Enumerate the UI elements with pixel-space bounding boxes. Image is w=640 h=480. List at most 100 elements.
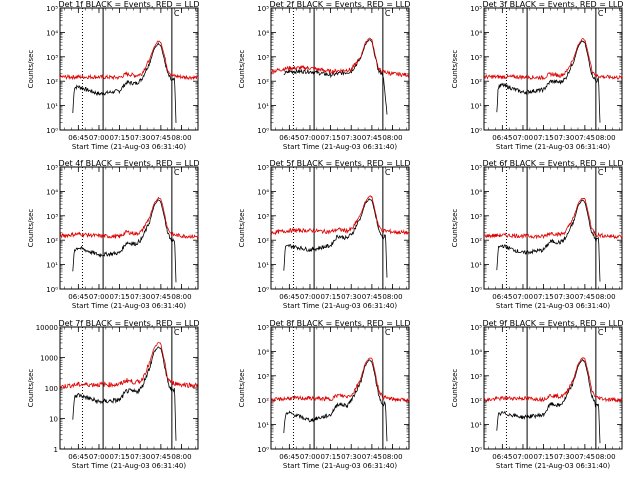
y-tick-label: 10³ xyxy=(470,373,482,381)
events-series-line xyxy=(283,359,388,442)
x-tick-label: 06:45 xyxy=(279,134,299,142)
y-tick-label: 10¹ xyxy=(257,422,269,430)
plot-frame xyxy=(59,7,199,131)
y-tick-label: 10⁵ xyxy=(257,5,269,13)
y-tick-label: 10³ xyxy=(46,213,58,221)
events-series-line xyxy=(72,199,177,283)
x-axis-label: Start Time (21-Aug-03 06:31:40) xyxy=(72,462,186,470)
marker-label: C xyxy=(598,9,604,18)
y-tick-label: 10² xyxy=(470,237,482,245)
x-tick-label: 07:30 xyxy=(341,293,361,301)
lld-series-line xyxy=(270,195,410,236)
x-tick-label: 07:15 xyxy=(321,453,341,461)
x-tick-label: 07:45 xyxy=(151,453,171,461)
y-tick-label: 10³ xyxy=(257,373,269,381)
y-tick-label: 10² xyxy=(257,78,269,86)
x-tick-label: 07:15 xyxy=(110,453,130,461)
y-tick-label: 10⁵ xyxy=(470,324,482,332)
x-tick-label: 07:00 xyxy=(89,453,109,461)
y-tick-label: 10³ xyxy=(257,54,269,62)
lld-series-line xyxy=(270,357,410,403)
x-axis-label: Start Time (21-Aug-03 06:31:40) xyxy=(496,143,610,151)
y-tick-label: 10³ xyxy=(46,54,58,62)
y-tick-label: 10⁵ xyxy=(46,164,58,172)
y-tick-label: 10¹ xyxy=(470,262,482,270)
y-tick-label: 10⁰ xyxy=(257,127,269,135)
events-series-line xyxy=(496,358,601,444)
plot-frame xyxy=(270,166,410,290)
panel-det-1: Det 1f BLACK = Events, RED = LLD 10⁰ 10¹ 10… xyxy=(27,0,200,151)
panel-det-8: Det 8f BLACK = Events, RED = LLD 10⁰ 10¹ 10… xyxy=(238,319,411,470)
x-tick-label: 07:00 xyxy=(513,293,533,301)
x-axis-label: Start Time (21-Aug-03 06:31:40) xyxy=(72,143,186,151)
y-axis-label: Counts/sec xyxy=(238,209,246,248)
y-tick-label: 10² xyxy=(470,78,482,86)
y-tick-label: 10¹ xyxy=(257,103,269,111)
x-tick-label: 06:45 xyxy=(492,134,512,142)
panel-det-3: Det 3f BLACK = Events, RED = LLD 10⁰ 10¹ 10… xyxy=(451,0,624,151)
events-series-line xyxy=(496,199,601,282)
plot-frame xyxy=(59,166,199,290)
y-tick-label: 1 xyxy=(54,446,58,454)
x-tick-label: 06:45 xyxy=(68,293,88,301)
plot-frame xyxy=(270,326,410,450)
marker-label: C xyxy=(598,168,604,177)
y-tick-label: 10² xyxy=(46,78,58,86)
panel-det-4: Det 4f BLACK = Events, RED = LLD 10⁰ 10¹ 10… xyxy=(27,159,200,310)
x-tick-label: 07:00 xyxy=(300,453,320,461)
x-tick-label: 07:00 xyxy=(513,134,533,142)
y-axis-label: Counts/sec xyxy=(238,369,246,408)
x-tick-label: 07:30 xyxy=(341,134,361,142)
x-tick-label: 07:30 xyxy=(554,293,574,301)
x-tick-label: 06:45 xyxy=(279,453,299,461)
x-tick-label: 08:00 xyxy=(382,134,402,142)
x-tick-label: 08:00 xyxy=(595,134,615,142)
x-tick-label: 08:00 xyxy=(595,293,615,301)
y-tick-label: 10⁴ xyxy=(470,188,482,196)
x-tick-label: 06:45 xyxy=(68,134,88,142)
y-axis-label: Counts/sec xyxy=(451,50,459,89)
x-tick-label: 07:45 xyxy=(151,134,171,142)
x-tick-label: 07:45 xyxy=(575,453,595,461)
marker-label: C xyxy=(385,168,391,177)
panel-title: Det 9f BLACK = Events, RED = LLD xyxy=(482,319,623,328)
x-tick-label: 07:45 xyxy=(575,134,595,142)
y-tick-label: 10¹ xyxy=(46,262,58,270)
lld-series-line xyxy=(59,196,199,240)
y-tick-label: 10⁰ xyxy=(257,286,269,294)
y-tick-label: 10⁰ xyxy=(470,446,482,454)
events-series-line xyxy=(283,198,388,278)
x-tick-label: 08:00 xyxy=(171,293,191,301)
y-tick-label: 10² xyxy=(257,237,269,245)
x-tick-label: 07:15 xyxy=(110,134,130,142)
x-tick-label: 07:30 xyxy=(130,293,150,301)
marker-label: C xyxy=(385,9,391,18)
x-tick-label: 06:45 xyxy=(492,293,512,301)
panel-title: Det 5f BLACK = Events, RED = LLD xyxy=(269,159,410,168)
x-tick-label: 06:45 xyxy=(492,453,512,461)
events-series-line xyxy=(283,39,388,115)
y-tick-label: 10¹ xyxy=(470,422,482,430)
y-axis-label: Counts/sec xyxy=(27,50,35,89)
y-tick-label: 10³ xyxy=(470,54,482,62)
x-tick-label: 06:45 xyxy=(279,293,299,301)
x-axis-label: Start Time (21-Aug-03 06:31:40) xyxy=(283,143,397,151)
marker-label: C xyxy=(385,328,391,337)
lld-series-line xyxy=(59,40,199,81)
y-tick-label: 10⁴ xyxy=(46,29,58,37)
x-tick-label: 07:00 xyxy=(89,293,109,301)
panel-title: Det 7f BLACK = Events, RED = LLD xyxy=(58,319,199,328)
marker-label: C xyxy=(598,328,604,337)
y-axis-label: Counts/sec xyxy=(451,209,459,248)
y-tick-label: 10⁵ xyxy=(257,164,269,172)
plot-frame xyxy=(483,7,623,131)
marker-label: C xyxy=(174,168,180,177)
x-axis-label: Start Time (21-Aug-03 06:31:40) xyxy=(496,462,610,470)
lld-series-line xyxy=(483,357,623,403)
x-tick-label: 08:00 xyxy=(382,293,402,301)
y-tick-label: 10⁴ xyxy=(257,29,269,37)
panel-det-9: Det 9f BLACK = Events, RED = LLD 10⁰ 10¹ 10… xyxy=(451,319,624,470)
x-tick-label: 07:45 xyxy=(362,293,382,301)
x-tick-label: 07:15 xyxy=(534,134,554,142)
